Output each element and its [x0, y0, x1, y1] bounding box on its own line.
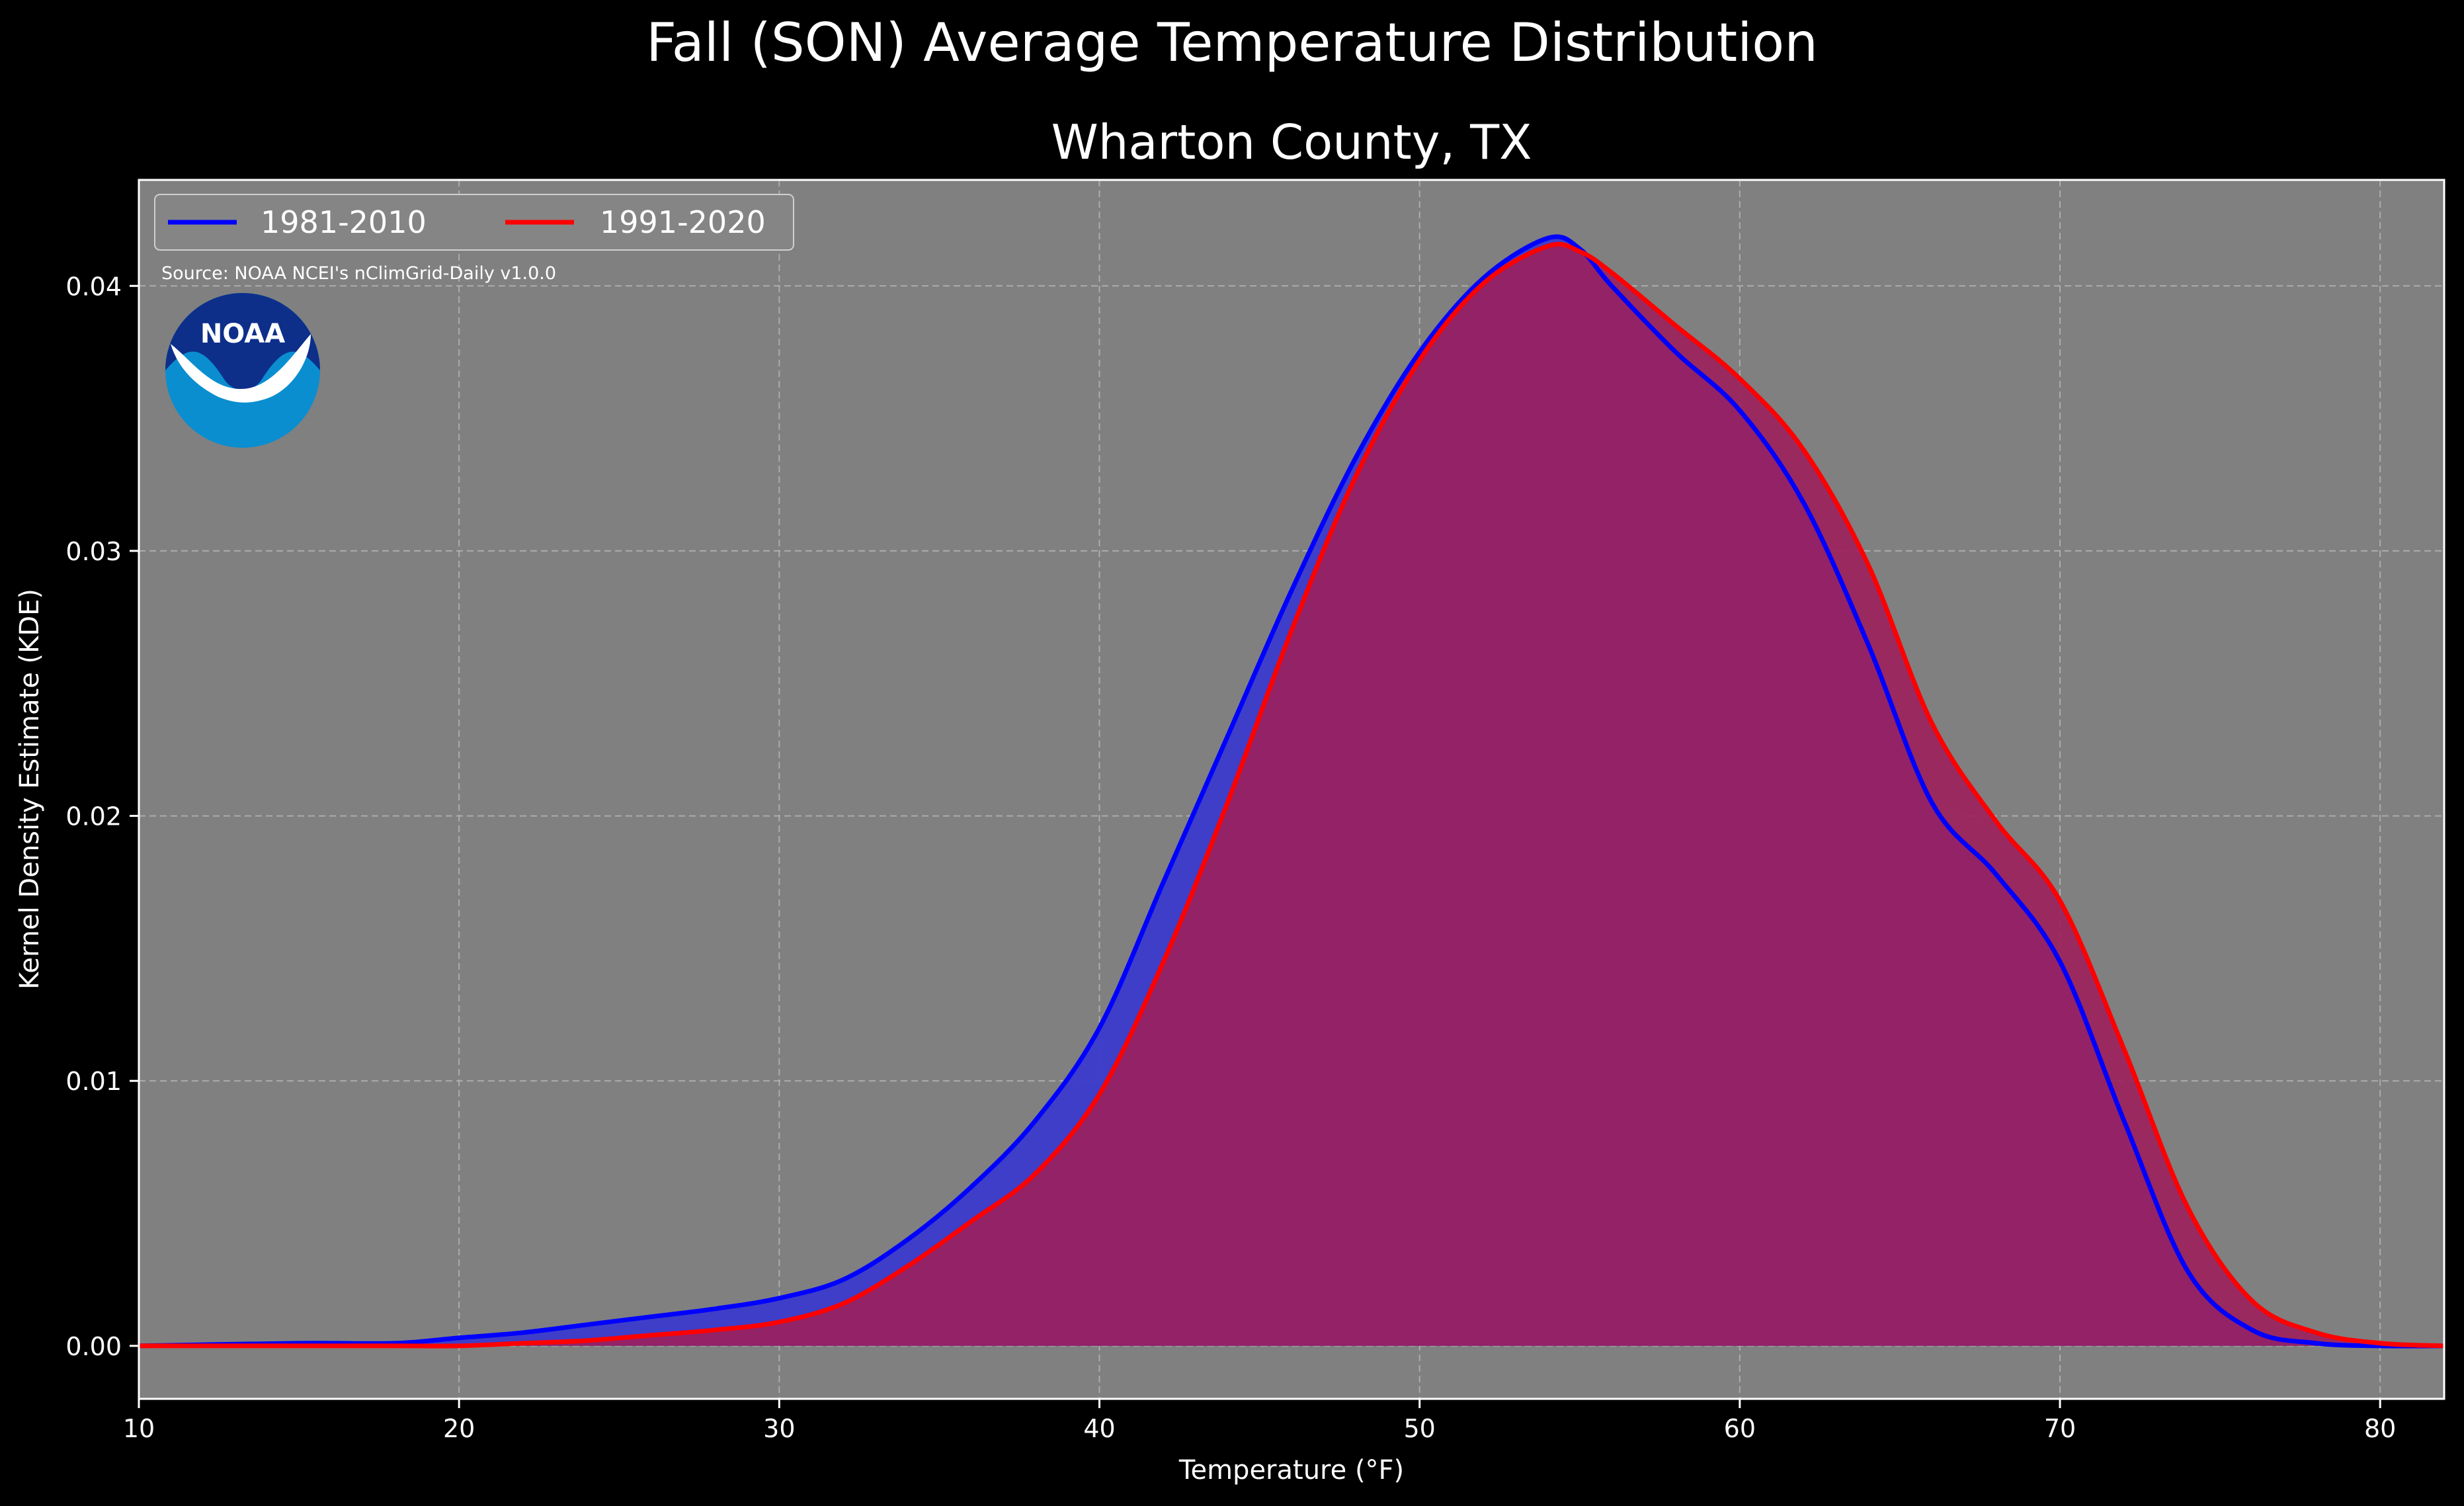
logo-gull-icon — [171, 334, 311, 403]
logo-upper-field — [165, 293, 320, 390]
x-tick-label: 20 — [443, 1414, 475, 1443]
legend: 1981-2010 1991-2020 — [154, 194, 794, 251]
x-tick-label: 10 — [123, 1414, 155, 1443]
logo-wordmark: NOAA — [200, 319, 285, 349]
chart-title: Fall (SON) Average Temperature Distribut… — [646, 12, 1818, 73]
y-tick-label: 0.03 — [65, 537, 122, 566]
legend-label-1981-2010: 1981-2010 — [261, 204, 427, 240]
legend-label-1991-2020: 1991-2020 — [600, 204, 766, 240]
series-line-1981-2010 — [138, 234, 2445, 1349]
x-tick-label: 80 — [2364, 1414, 2396, 1443]
legend-box — [154, 194, 794, 251]
y-tick-label: 0.02 — [65, 802, 122, 831]
x-tick-label: 50 — [1403, 1414, 1435, 1443]
series-fill-1991-2020 — [139, 244, 2444, 1347]
x-tick-label: 30 — [763, 1414, 795, 1443]
source-note: Source: NOAA NCEI's nClimGrid-Daily v1.0… — [161, 263, 556, 284]
series-fills — [139, 236, 2444, 1347]
series-line-1991-2020 — [139, 241, 2445, 1349]
x-axis-label: Temperature (°F) — [1178, 1455, 1404, 1485]
y-tick-label: 0.00 — [65, 1332, 122, 1361]
noaa-logo: NOAA — [165, 293, 320, 448]
y-tick-label: 0.04 — [65, 272, 122, 301]
plot-frame — [138, 179, 2445, 1400]
x-tick-label: 60 — [1724, 1414, 1756, 1443]
x-tick-label: 70 — [2044, 1414, 2076, 1443]
axis-ticks: 10 20 30 40 50 60 70 80 0.00 0.01 0.02 0.03 0.04 — [65, 272, 2396, 1443]
x-tick-label: 40 — [1083, 1414, 1115, 1443]
y-axis-label: Kernel Density Estimate (KDE) — [15, 589, 45, 989]
chart-subtitle: Wharton County, TX — [1051, 114, 1532, 170]
y-tick-label: 0.01 — [65, 1067, 122, 1096]
series-lines — [138, 234, 2445, 1349]
